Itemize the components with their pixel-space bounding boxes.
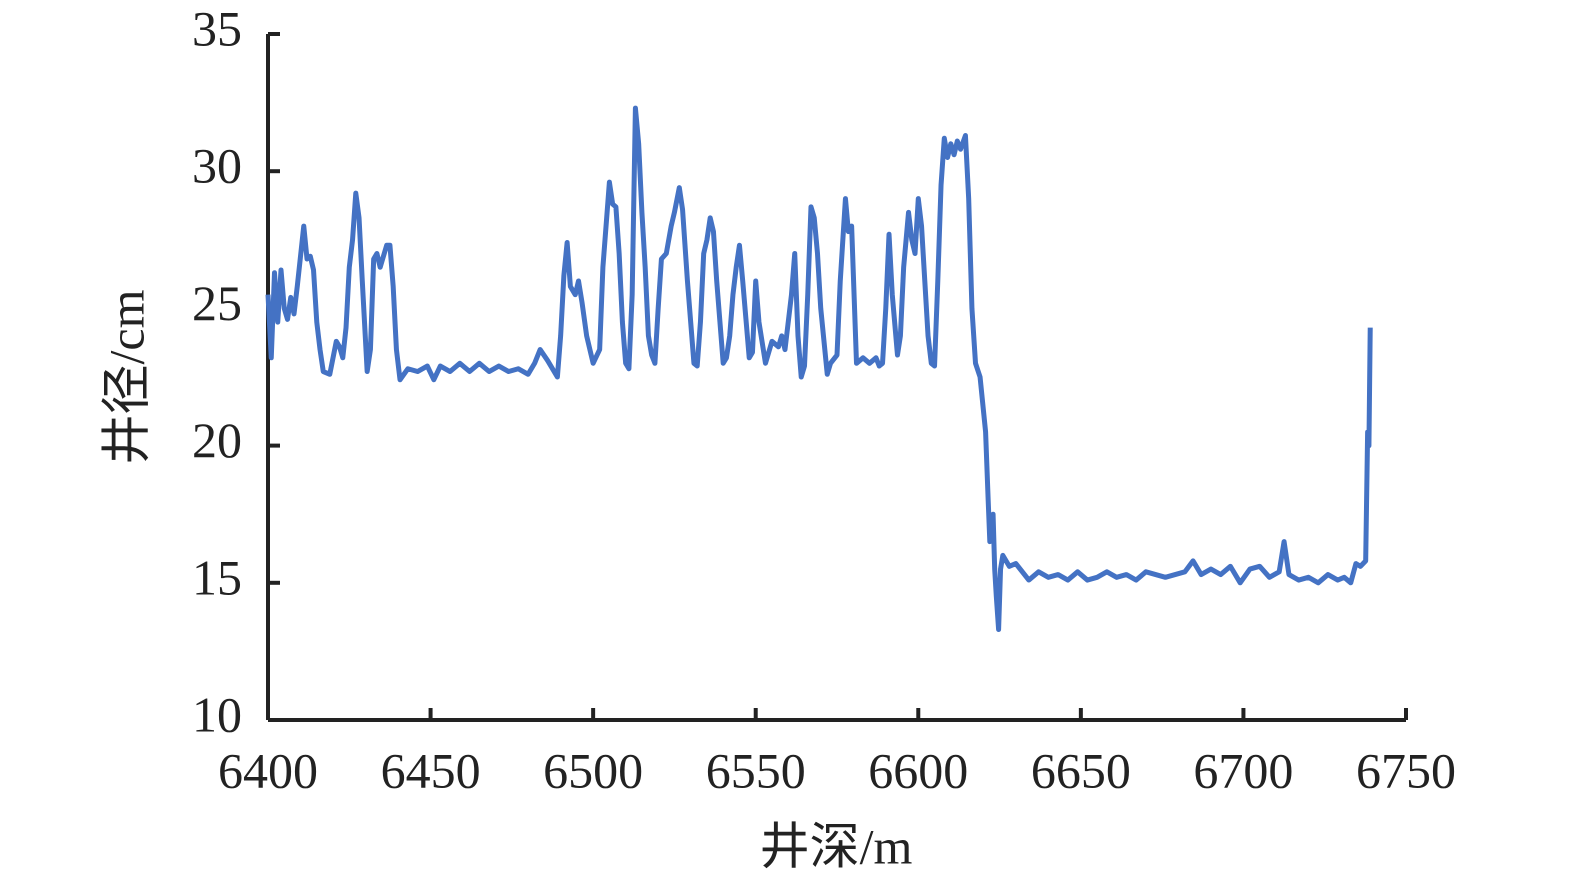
y-tick-label: 15: [192, 549, 242, 605]
data-line: [265, 105, 1373, 632]
x-axis-label: 井深/m: [760, 818, 913, 874]
y-tick-label: 10: [192, 686, 242, 742]
y-axis-label: 井径/cm: [98, 289, 154, 464]
x-tick-label: 6500: [543, 742, 643, 798]
y-tick-label: 30: [192, 138, 242, 194]
x-tick-label: 6450: [381, 742, 481, 798]
x-tick-label: 6650: [1031, 742, 1131, 798]
x-tick-label: 6550: [706, 742, 806, 798]
x-tick-label: 6600: [868, 742, 968, 798]
x-tick-label: 6750: [1356, 742, 1456, 798]
y-tick-label: 35: [192, 0, 242, 56]
x-tick-label: 6400: [218, 742, 318, 798]
y-tick-label: 20: [192, 412, 242, 468]
x-tick-label: 6700: [1193, 742, 1293, 798]
y-tick-label: 25: [192, 275, 242, 331]
